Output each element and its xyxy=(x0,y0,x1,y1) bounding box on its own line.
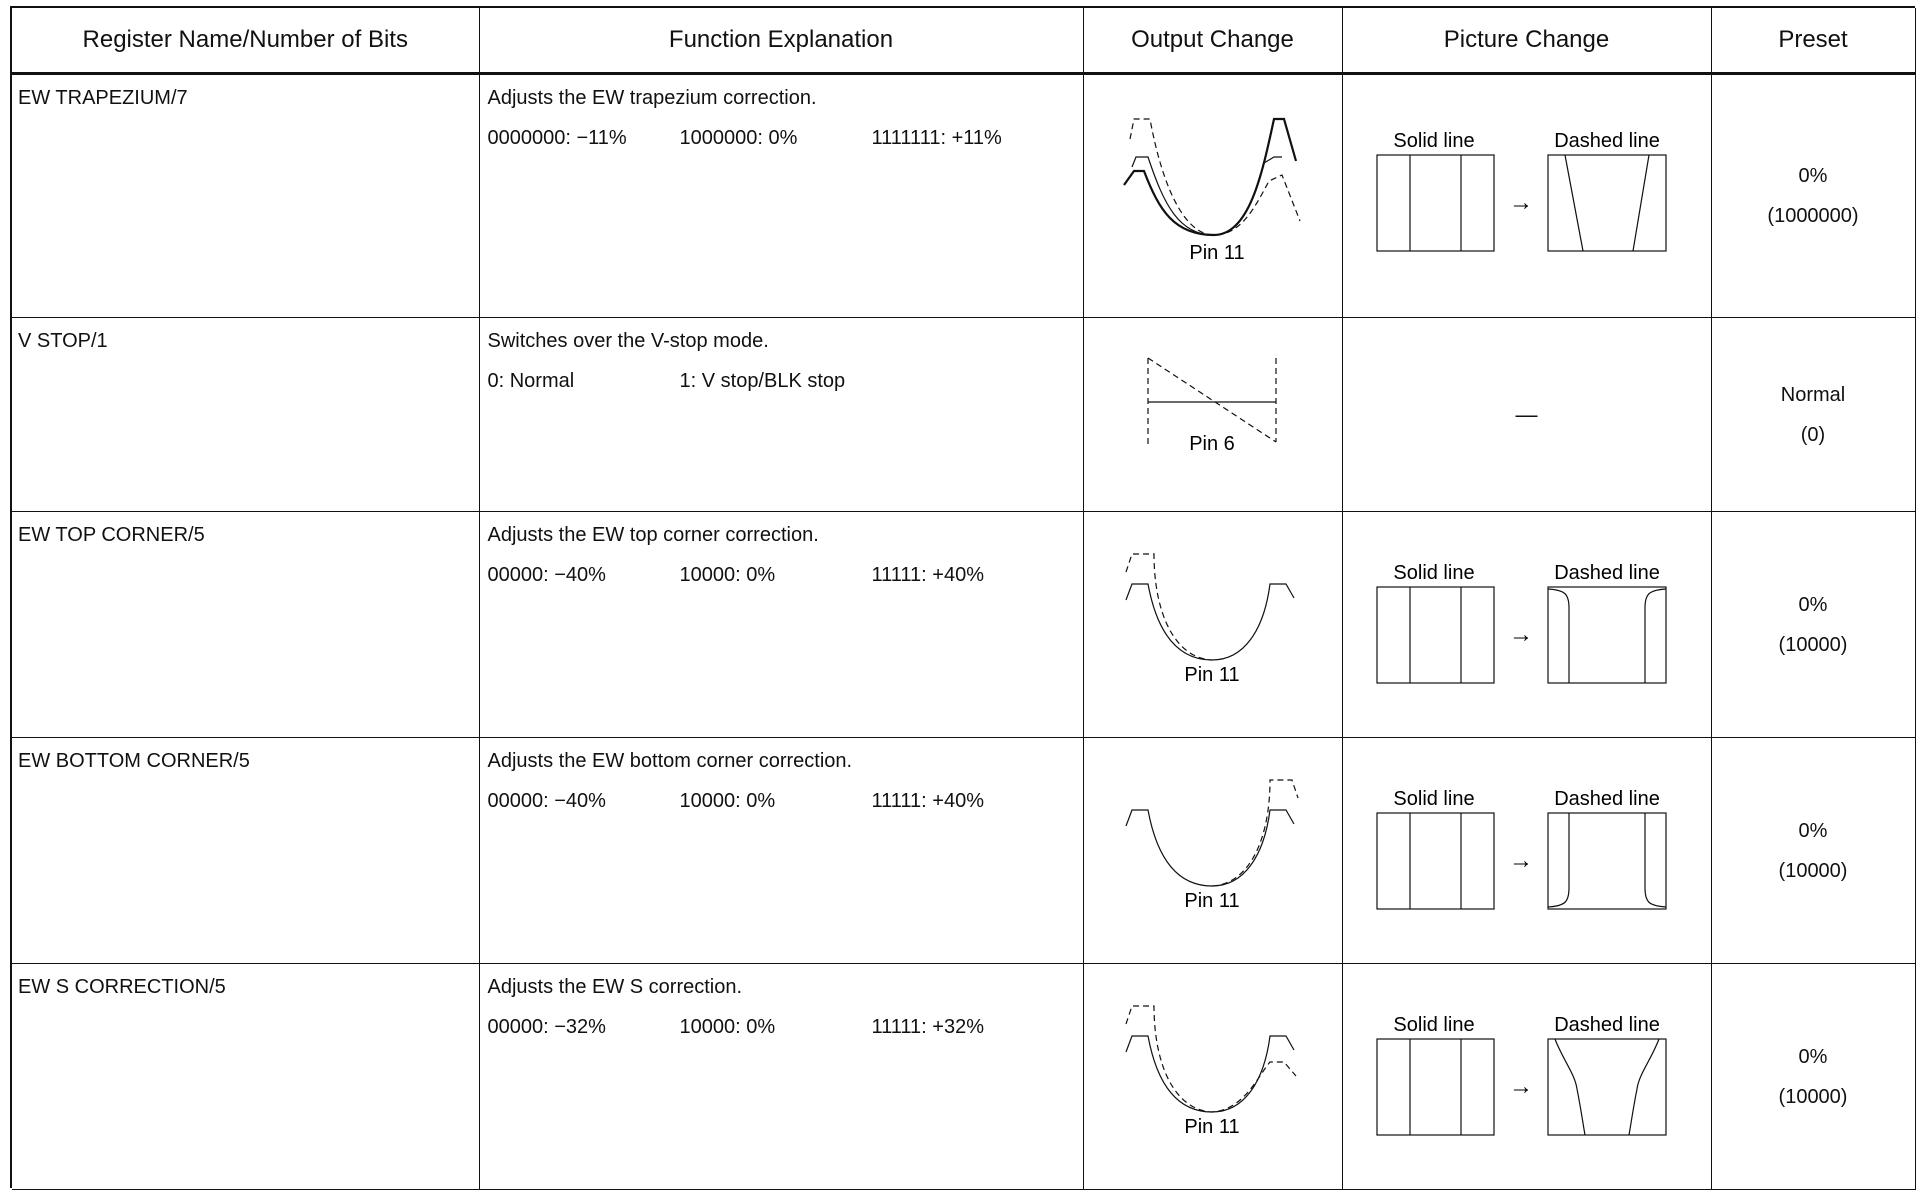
picture-change-cell: Solid line Dashed line → xyxy=(1342,963,1712,1190)
value-center: 10000: 0% xyxy=(679,790,776,812)
value-center: 10000: 0% xyxy=(679,1016,776,1038)
output-waveform-diagram: Pin 11 xyxy=(1124,553,1295,686)
value-off: 0: Normal xyxy=(487,370,575,392)
table-row: EW TOP CORNER/5 Adjusts the EW top corne… xyxy=(12,511,1916,738)
preset-code: (10000) xyxy=(1778,633,1848,656)
preset-code: (10000) xyxy=(1778,1085,1848,1108)
header-output: Output Change xyxy=(1083,8,1343,75)
arrow-icon: → xyxy=(1509,621,1533,648)
function-cell: Adjusts the EW trapezium correction. 000… xyxy=(479,73,1084,318)
output-waveform-diagram: Pin 11 xyxy=(1124,779,1299,912)
value-min: 00000: −40% xyxy=(487,564,606,586)
value-min: 00000: −40% xyxy=(487,790,606,812)
picture-change-cell: Solid line Dashed line → xyxy=(1342,737,1712,964)
register-name: EW BOTTOM CORNER/5 xyxy=(18,750,250,772)
pin-label: Pin 11 xyxy=(1184,890,1239,912)
no-change-dash: — xyxy=(1515,401,1538,427)
solid-line-label: Solid line xyxy=(1393,130,1474,152)
picture-change-diagram: Solid line Dashed line → xyxy=(1375,562,1667,684)
value-max: 11111: +40% xyxy=(871,564,985,586)
output-waveform-diagram: Pin 11 xyxy=(1122,117,1301,264)
output-change-cell: Pin 11 xyxy=(1083,963,1343,1190)
picture-change-diagram: Solid line Dashed line → xyxy=(1375,788,1667,910)
function-description: Adjusts the EW trapezium correction. xyxy=(487,87,817,109)
value-center: 1000000: 0% xyxy=(679,127,798,149)
preset-code: (0) xyxy=(1800,423,1826,446)
picture-change-cell: — xyxy=(1342,317,1712,512)
picture-change-diagram: Solid line Dashed line → xyxy=(1375,1014,1667,1136)
register-name: EW TRAPEZIUM/7 xyxy=(18,87,188,109)
function-description: Adjusts the EW bottom corner correction. xyxy=(487,750,853,772)
value-max: 11111: +32% xyxy=(871,1016,985,1038)
pin-label: Pin 11 xyxy=(1184,664,1239,686)
solid-line-label: Solid line xyxy=(1393,1014,1474,1036)
pin-label: Pin 6 xyxy=(1189,433,1235,455)
output-change-cell: Pin 11 xyxy=(1083,511,1343,738)
preset-value: 0% xyxy=(1798,819,1828,842)
solid-line-label: Solid line xyxy=(1393,562,1474,584)
register-name: EW TOP CORNER/5 xyxy=(18,524,205,546)
function-description: Adjusts the EW top corner correction. xyxy=(487,524,819,546)
register-name-cell: EW S CORRECTION/5 xyxy=(12,963,480,1190)
register-name-cell: V STOP/1 xyxy=(12,317,480,512)
header-row: Register Name/Number of Bits Function Ex… xyxy=(12,8,1916,75)
value-center: 10000: 0% xyxy=(679,564,776,586)
preset-cell: 0% (10000) xyxy=(1711,737,1916,964)
table-row: EW TRAPEZIUM/7 Adjusts the EW trapezium … xyxy=(12,73,1916,318)
preset-value: 0% xyxy=(1798,1045,1828,1068)
register-name: V STOP/1 xyxy=(18,330,108,352)
header-picture: Picture Change xyxy=(1342,8,1712,75)
value-min: 0000000: −11% xyxy=(487,127,627,149)
function-description: Switches over the V-stop mode. xyxy=(487,330,769,352)
preset-cell: 0% (10000) xyxy=(1711,963,1916,1190)
header-function: Function Explanation xyxy=(479,8,1084,75)
pin-label: Pin 11 xyxy=(1184,1116,1239,1138)
picture-change-cell: Solid line Dashed line → xyxy=(1342,73,1712,318)
output-waveform-diagram: Pin 11 xyxy=(1124,1005,1296,1138)
function-cell: Adjusts the EW S correction. 00000: −32%… xyxy=(479,963,1084,1190)
register-name-cell: EW BOTTOM CORNER/5 xyxy=(12,737,480,964)
output-sawtooth-diagram: Pin 6 xyxy=(1146,357,1277,455)
function-cell: Adjusts the EW bottom corner correction.… xyxy=(479,737,1084,964)
arrow-icon: → xyxy=(1509,847,1533,874)
pin-label: Pin 11 xyxy=(1189,242,1244,264)
dashed-line-label: Dashed line xyxy=(1554,1014,1660,1036)
function-cell: Switches over the V-stop mode. 0: Normal… xyxy=(479,317,1084,512)
arrow-icon: → xyxy=(1509,1073,1533,1100)
solid-line-label: Solid line xyxy=(1393,788,1474,810)
table-row: EW S CORRECTION/5 Adjusts the EW S corre… xyxy=(12,963,1916,1190)
header-preset: Preset xyxy=(1711,8,1916,75)
header-register: Register Name/Number of Bits xyxy=(12,8,480,75)
value-max: 1111111: +11% xyxy=(871,127,1002,149)
value-on: 1: V stop/BLK stop xyxy=(679,370,846,392)
dashed-line-label: Dashed line xyxy=(1554,130,1660,152)
dashed-line-label: Dashed line xyxy=(1554,562,1660,584)
preset-value: Normal xyxy=(1780,383,1846,406)
register-table-page: Register Name/Number of Bits Function Ex… xyxy=(10,6,1916,1190)
register-table: Register Name/Number of Bits Function Ex… xyxy=(12,8,1916,1190)
register-name: EW S CORRECTION/5 xyxy=(18,976,226,998)
register-name-cell: EW TOP CORNER/5 xyxy=(12,511,480,738)
function-cell: Adjusts the EW top corner correction. 00… xyxy=(479,511,1084,738)
function-description: Adjusts the EW S correction. xyxy=(487,976,743,998)
preset-cell: Normal (0) xyxy=(1711,317,1916,512)
value-min: 00000: −32% xyxy=(487,1016,606,1038)
table-row: V STOP/1 Switches over the V-stop mode. … xyxy=(12,317,1916,512)
picture-change-cell: Solid line Dashed line → xyxy=(1342,511,1712,738)
preset-code: (10000) xyxy=(1778,859,1848,882)
arrow-icon: → xyxy=(1509,189,1533,216)
table-row: EW BOTTOM CORNER/5 Adjusts the EW bottom… xyxy=(12,737,1916,964)
preset-value: 0% xyxy=(1798,593,1828,616)
preset-value: 0% xyxy=(1798,165,1828,187)
register-name-cell: EW TRAPEZIUM/7 xyxy=(12,73,480,318)
picture-change-diagram: Solid line Dashed line → xyxy=(1375,130,1667,252)
output-change-cell: Pin 11 xyxy=(1083,73,1343,318)
value-max: 11111: +40% xyxy=(871,790,985,812)
preset-cell: 0% (1000000) xyxy=(1711,73,1916,318)
preset-code: (1000000) xyxy=(1767,205,1859,227)
dashed-line-label: Dashed line xyxy=(1554,788,1660,810)
output-change-cell: Pin 6 xyxy=(1083,317,1343,512)
preset-cell: 0% (10000) xyxy=(1711,511,1916,738)
output-change-cell: Pin 11 xyxy=(1083,737,1343,964)
